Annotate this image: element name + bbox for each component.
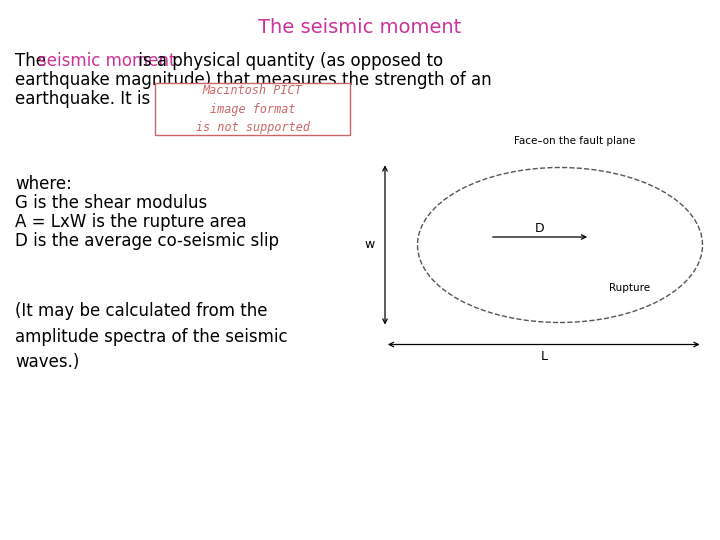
Text: Rupture: Rupture xyxy=(609,283,651,293)
Text: where:: where: xyxy=(15,175,72,193)
Bar xyxy=(155,83,350,135)
Text: seismic moment: seismic moment xyxy=(38,52,176,70)
Text: (It may be calculated from the
amplitude spectra of the seismic
waves.): (It may be calculated from the amplitude… xyxy=(15,302,287,372)
Text: The seismic moment: The seismic moment xyxy=(258,18,462,37)
Text: G is the shear modulus: G is the shear modulus xyxy=(15,194,207,212)
Text: The: The xyxy=(15,52,51,70)
Text: Macintosh PICT
image format
is not supported: Macintosh PICT image format is not suppo… xyxy=(196,84,310,133)
Text: Face–on the fault plane: Face–on the fault plane xyxy=(514,136,636,145)
Text: D: D xyxy=(535,222,545,235)
Text: L: L xyxy=(540,349,547,362)
Ellipse shape xyxy=(418,167,703,322)
Text: D is the average co-seismic slip: D is the average co-seismic slip xyxy=(15,232,279,250)
Text: w: w xyxy=(365,239,375,252)
Text: earthquake. It is equal to:: earthquake. It is equal to: xyxy=(15,90,229,108)
Text: earthquake magnitude) that measures the strength of an: earthquake magnitude) that measures the … xyxy=(15,71,492,89)
Text: is a physical quantity (as opposed to: is a physical quantity (as opposed to xyxy=(133,52,443,70)
Text: A = LxW is the rupture area: A = LxW is the rupture area xyxy=(15,213,247,231)
